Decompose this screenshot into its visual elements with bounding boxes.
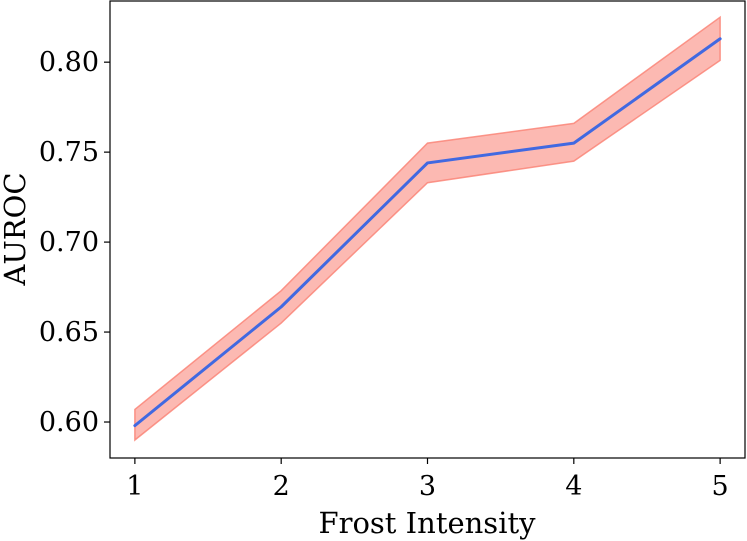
y-tick-label: 0.60 [39,407,99,438]
y-tick-label: 0.80 [39,47,99,78]
plot-area [109,0,746,459]
y-axis-label: AUROC [0,172,32,286]
x-axis-label: Frost Intensity [318,506,536,540]
x-tick-label: 2 [273,471,290,502]
y-tick-label: 0.65 [39,317,99,348]
x-tick-label: 1 [126,471,143,502]
x-axis-ticks: 1 2 3 4 5 [126,458,729,502]
x-tick-label: 3 [419,471,436,502]
y-tick-label: 0.70 [39,227,99,258]
confidence-band [134,15,721,442]
y-axis-ticks: 0.60 0.65 0.70 0.75 0.80 [39,47,110,438]
y-tick-label: 0.75 [39,137,99,168]
x-tick-label: 5 [712,471,729,502]
x-tick-label: 4 [565,471,582,502]
